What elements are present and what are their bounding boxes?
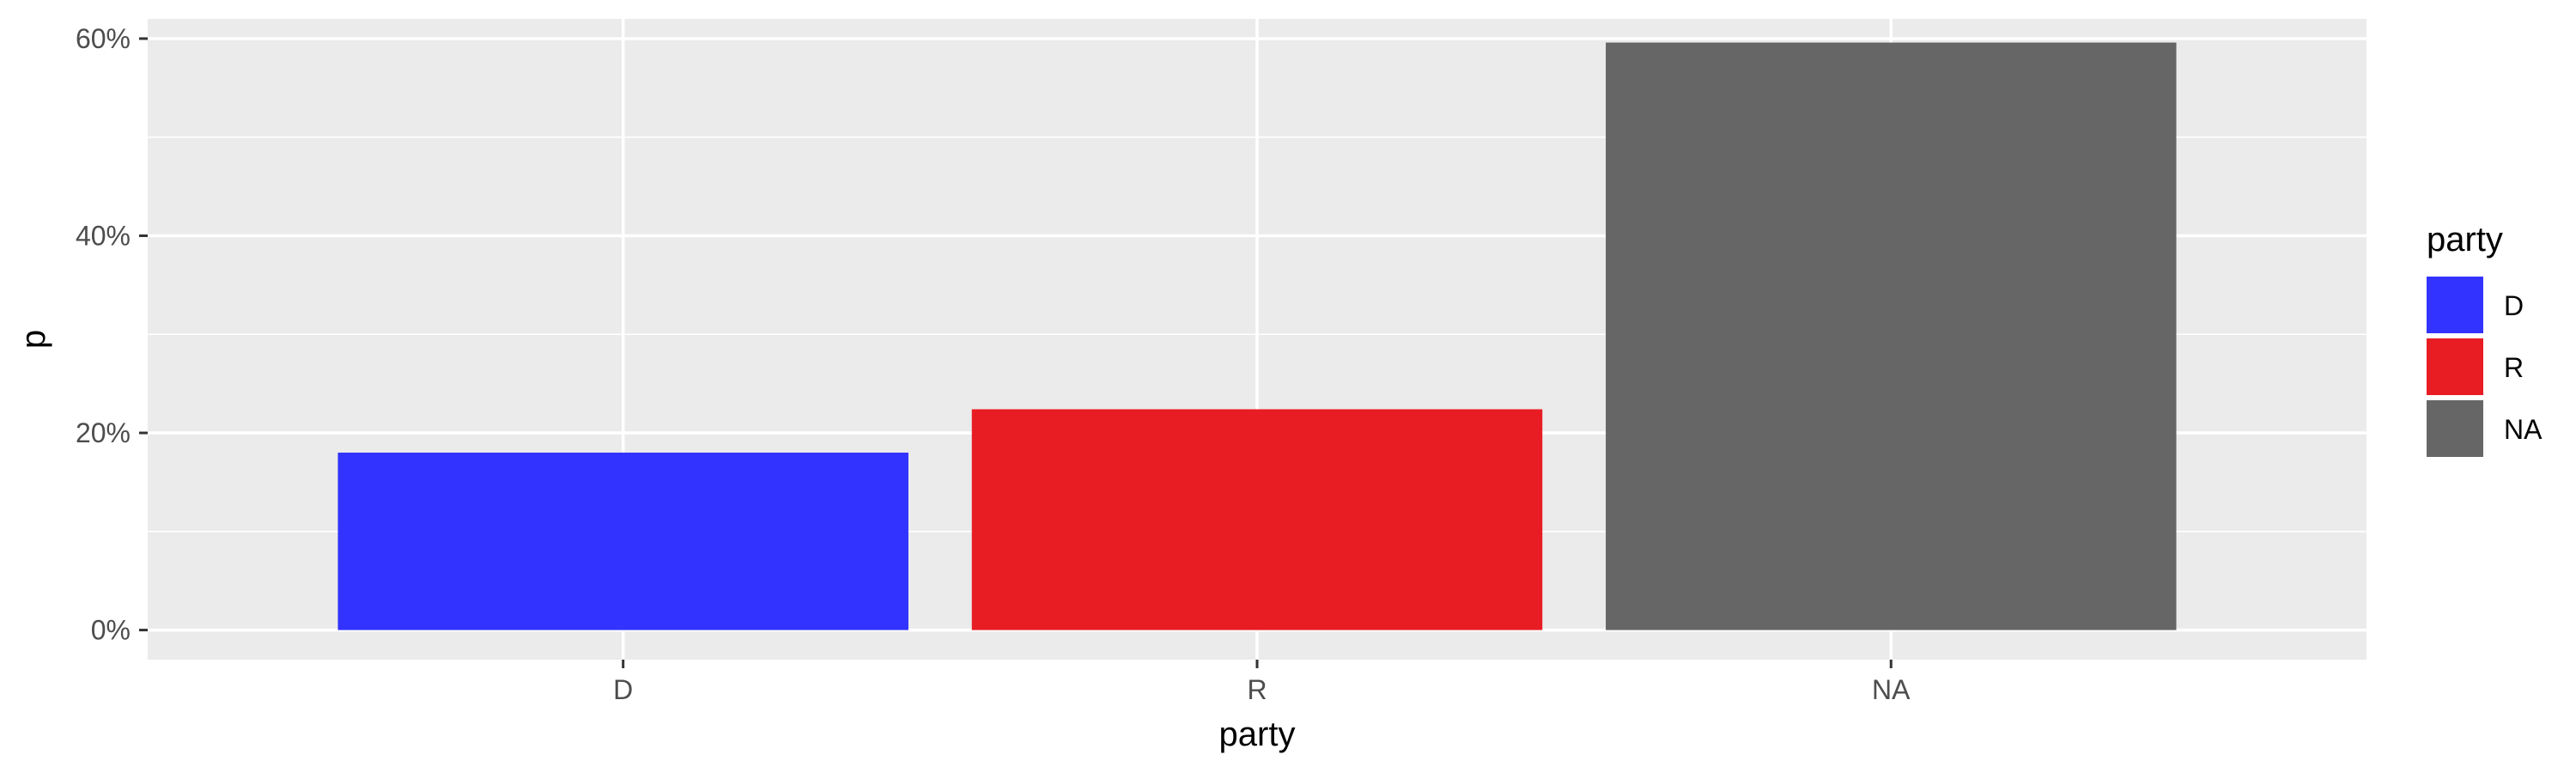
- x-tick-label: NA: [1872, 674, 1911, 705]
- legend-label-d: D: [2504, 290, 2524, 321]
- x-tick-label: D: [613, 674, 633, 705]
- legend: party DR NA: [2427, 221, 2543, 457]
- legend-key-r: [2427, 338, 2483, 395]
- x-axis-title: party: [1219, 715, 1296, 753]
- legend-label-na: NA: [2504, 414, 2543, 445]
- bar-d: [337, 452, 908, 630]
- y-tick-label: 20%: [76, 417, 131, 448]
- y-axis-title: p: [15, 330, 52, 349]
- legend-label-r: R: [2504, 352, 2524, 383]
- x-axis: D R NA: [613, 660, 1911, 705]
- bars: [337, 42, 2177, 630]
- x-tick-label: R: [1247, 674, 1267, 705]
- y-tick-label: 0%: [91, 615, 131, 646]
- legend-key-na: [2427, 400, 2483, 457]
- y-tick-label: 40%: [76, 220, 131, 251]
- bar-na: [1606, 42, 2177, 630]
- legend-items: DR NA: [2427, 277, 2543, 457]
- legend-title: party: [2427, 221, 2503, 259]
- bar-r: [971, 409, 1543, 630]
- y-tick-label: 60%: [76, 23, 131, 54]
- y-axis: 0% 20% 40% 60%: [76, 23, 148, 646]
- legend-key-d: [2427, 277, 2483, 333]
